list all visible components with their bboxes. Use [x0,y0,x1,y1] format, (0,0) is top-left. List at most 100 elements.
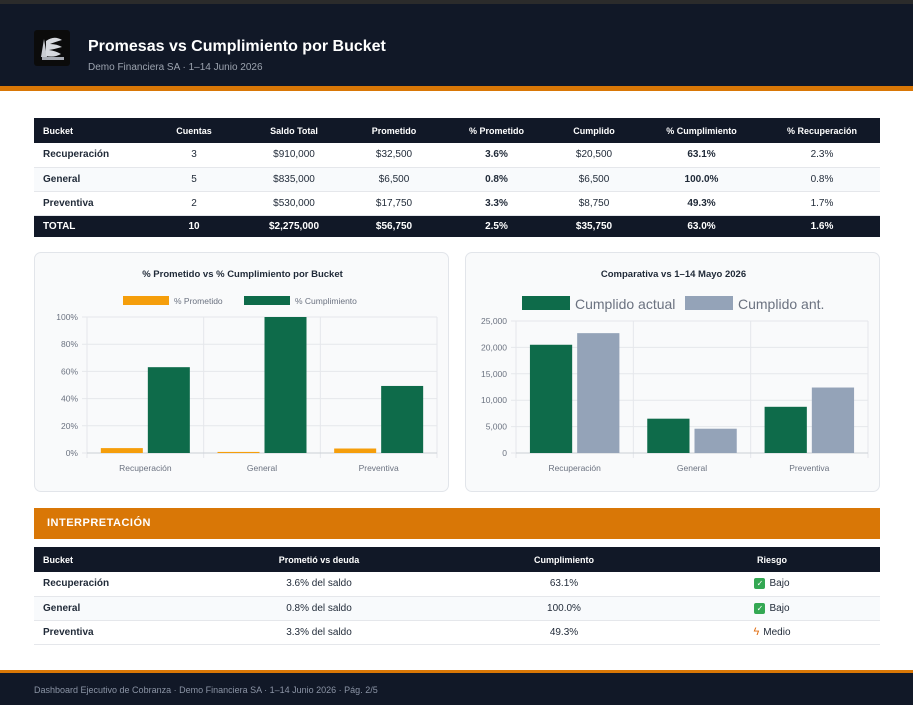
interpretation-table-header: Bucket Prometió vs deuda Cumplimiento Ri… [34,547,880,572]
bar-1 [529,344,573,453]
y-tick-label: 80% [61,339,78,349]
bar-2 [811,387,855,453]
cell-pct-cumplimiento: 49.3% [639,191,764,216]
bar-2 [264,317,307,453]
table-row: Recuperación 3.6% del saldo 63.1% ✓ Bajo [34,572,880,597]
cell-pct-prometido: 0.8% [444,167,549,192]
chart-card-comparativa: Comparativa vs 1–14 Mayo 2026 Cumplido ac… [465,252,880,492]
cell-saldo: $530,000 [244,191,344,216]
y-tick-label: 20,000 [481,342,507,352]
cell-pct-recuperacion: 1.7% [764,191,880,216]
y-tick-label: 100% [56,312,78,322]
summary-table: Bucket Cuentas Saldo Total Prometido % P… [34,118,880,237]
total-cumplido: $35,750 [549,215,639,237]
chart-title: % Prometido vs % Cumplimiento por Bucket [142,269,343,280]
y-tick-label: 0 [502,448,507,458]
cell-risk: ϟ Medio [664,620,880,645]
x-tick-label: General [247,463,277,473]
x-tick-label: Recuperación [548,463,601,473]
scales-logo-icon [34,30,70,66]
col-header: % Prometido [444,118,549,143]
table-row: Preventiva 3.3% del saldo 49.3% ϟ Medio [34,620,880,645]
total-pct-cumplimiento: 63.0% [639,215,764,237]
cell-risk: ✓ Bajo [664,596,880,621]
total-saldo: $2,275,000 [244,215,344,237]
summary-table-header: Bucket Cuentas Saldo Total Prometido % P… [34,118,880,143]
cell-prometido: $6,500 [344,167,444,192]
cell-bucket: General [34,596,174,621]
cell-saldo: $910,000 [244,143,344,168]
x-tick-label: Preventiva [359,463,399,473]
legend-swatch-1 [123,296,169,305]
cell-pct-cumplimiento: 63.1% [639,143,764,168]
chart-comparativa-svg: Comparativa vs 1–14 Mayo 2026 Cumplido ac… [481,269,869,473]
cell-cuentas: 2 [144,191,244,216]
page-subtitle: Demo Financiera SA · 1–14 Junio 2026 [88,62,263,73]
col-header: Cuentas [144,118,244,143]
table-row: General 0.8% del saldo 100.0% ✓ Bajo [34,596,880,621]
window-top-strip [0,0,913,4]
cell-bucket: Recuperación [34,143,144,168]
bar-1 [334,448,377,453]
cell-cuentas: 3 [144,143,244,168]
cell-prometido: $32,500 [344,143,444,168]
legend-label-2: Cumplido ant. [738,296,824,312]
check-icon: ✓ [754,602,766,614]
total-cuentas: 10 [144,215,244,237]
header-accent-bar [0,86,913,91]
legend-swatch-2 [244,296,290,305]
cell-promised: 3.6% del saldo [174,572,464,597]
cell-bucket: Preventiva [34,620,174,645]
risk-label: Bajo [769,602,790,614]
col-header: Bucket [34,547,174,572]
cell-bucket: Recuperación [34,572,174,597]
cell-cumplido: $6,500 [549,167,639,192]
chart-card-promesas: % Prometido vs % Cumplimiento por Bucket… [34,252,449,492]
check-icon: ✓ [754,578,766,590]
total-row: TOTAL 10 $2,275,000 $56,750 2.5% $35,750… [34,215,880,237]
bar-2 [694,428,737,453]
total-pct-prometido: 2.5% [444,215,549,237]
cell-bucket: General [34,167,144,192]
interpretation-banner: INTERPRETACIÓN [34,508,880,539]
y-tick-label: 25,000 [481,316,507,326]
cell-pct-prometido: 3.6% [444,143,549,168]
cell-pct-recuperacion: 2.3% [764,143,880,168]
footer-accent-bar [0,670,913,673]
col-header: Cumplido [549,118,639,143]
cell-pct-cumplimiento: 100.0% [639,167,764,192]
col-header: Riesgo [664,547,880,572]
page-footer: Dashboard Ejecutivo de Cobranza · Demo F… [0,673,913,705]
bar-1 [100,448,143,453]
x-tick-label: Recuperación [119,463,172,473]
page-header: Promesas vs Cumplimiento por Bucket Demo… [0,4,913,86]
col-header: % Recuperación [764,118,880,143]
total-label: TOTAL [34,215,144,237]
interpretation-table: Bucket Prometió vs deuda Cumplimiento Ri… [34,547,880,645]
legend-label-1: % Prometido [174,296,223,306]
y-tick-label: 15,000 [481,369,507,379]
legend-label-1: Cumplido actual [575,296,675,312]
risk-label: Bajo [769,578,790,590]
page-title: Promesas vs Cumplimiento por Bucket [88,38,386,55]
col-header: % Cumplimiento [639,118,764,143]
bar-2 [381,385,424,453]
y-tick-label: 60% [61,366,78,376]
cell-cumplido: $8,750 [549,191,639,216]
y-tick-label: 10,000 [481,395,507,405]
col-header: Prometió vs deuda [174,547,464,572]
bar-1 [764,406,807,453]
bar-2 [147,367,190,453]
cell-saldo: $835,000 [244,167,344,192]
cell-cumplido: $20,500 [549,143,639,168]
cell-risk: ✓ Bajo [664,572,880,597]
legend-swatch-2 [685,296,733,310]
total-prometido: $56,750 [344,215,444,237]
y-tick-label: 20% [61,421,78,431]
cell-promised: 3.3% del saldo [174,620,464,645]
bar-1 [647,418,690,453]
cell-compliance: 63.1% [464,572,664,597]
cell-compliance: 49.3% [464,620,664,645]
total-pct-recuperacion: 1.6% [764,215,880,237]
y-tick-label: 40% [61,394,78,404]
